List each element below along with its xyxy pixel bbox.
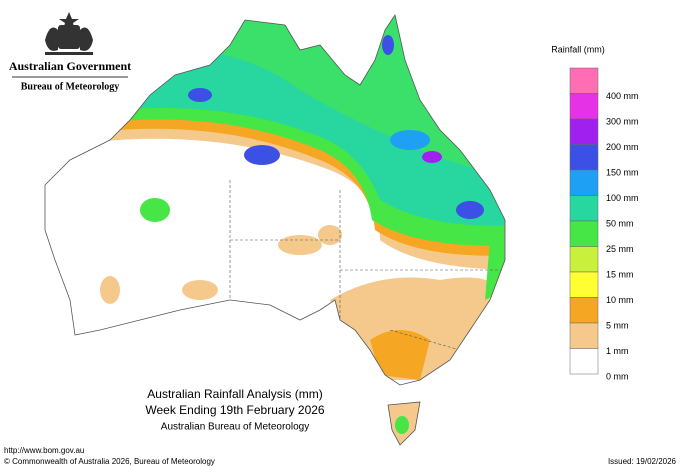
legend-swatch [569, 322, 599, 349]
source: Australian Bureau of Meteorology [161, 422, 309, 433]
legend-label: 100 mm [606, 193, 639, 203]
legend-title: Rainfall (mm) [551, 44, 605, 54]
bureau: Bureau of Meteorology [21, 81, 120, 92]
crest [45, 12, 93, 55]
legend-label: 50 mm [606, 218, 634, 228]
legend-swatch [569, 271, 599, 298]
government: Australian Government [9, 59, 131, 73]
legend-swatch [569, 246, 599, 273]
legend-label: 150 mm [606, 167, 639, 177]
legend-swatch [569, 93, 599, 120]
legend-label: 10 mm [606, 295, 634, 305]
legend-swatch [569, 348, 599, 375]
legend-label: 200 mm [606, 142, 639, 152]
legend-label: 15 mm [606, 269, 634, 279]
copyright: © Commonwealth of Australia 2026, Bureau… [4, 457, 215, 466]
issued: Issued: 19/02/2026 [608, 457, 677, 466]
legend-label: 1 mm [606, 346, 629, 356]
legend-swatch [569, 67, 599, 94]
legend: 400 mm 300 mm 200 mm 150 mm 100 mm 50 mm 25 mm… [569, 67, 639, 381]
url: http://www.bom.gov.au [4, 446, 84, 455]
legend-swatch [569, 144, 599, 171]
legend-swatch [569, 169, 599, 196]
legend-label: 400 mm [606, 91, 639, 101]
subtitle: Week Ending 19th February 2026 [145, 403, 325, 417]
legend-label: 0 mm [606, 371, 629, 381]
legend-swatch [569, 220, 599, 247]
legend-label: 300 mm [606, 116, 639, 126]
legend-label: 25 mm [606, 244, 634, 254]
legend-label: 5 mm [606, 320, 629, 330]
legend-swatch [569, 297, 599, 324]
title: Australian Rainfall Analysis (mm) [147, 387, 322, 401]
legend-swatch [569, 118, 599, 145]
legend-swatch [569, 195, 599, 222]
